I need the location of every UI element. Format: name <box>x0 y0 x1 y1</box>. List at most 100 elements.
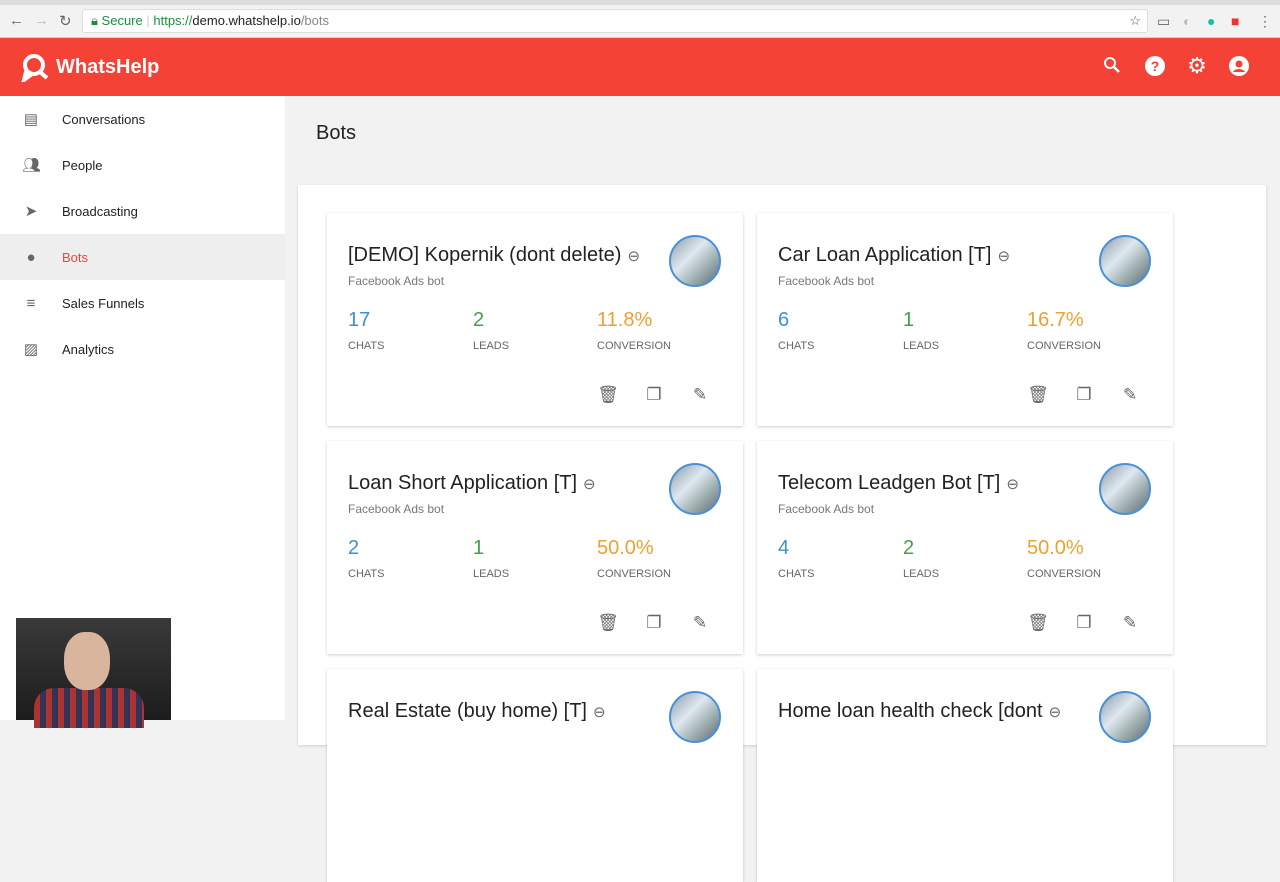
logo[interactable]: WhatsHelp <box>20 52 159 82</box>
link-icon[interactable]: ⊖ <box>627 248 641 265</box>
bot-card[interactable]: Telecom Leadgen Bot [T] ⊖ Facebook Ads bo… <box>757 441 1173 654</box>
stat-chats: 17 CHATS <box>348 309 384 352</box>
bot-card[interactable]: [DEMO] Kopernik (dont delete) ⊖ Facebook … <box>327 213 743 426</box>
people-icon: 👥︎ <box>22 157 42 174</box>
sidebar-item-label: Broadcasting <box>62 203 138 219</box>
chats-value: 17 <box>348 309 371 331</box>
edit-icon[interactable]: ✎ <box>1122 613 1138 632</box>
sidebar-item-people[interactable]: 👥︎ People <box>0 142 285 188</box>
bot-name[interactable]: Telecom Leadgen Bot [T] ⊖ <box>778 472 1019 495</box>
bot-card[interactable]: Real Estate (buy home) [T] ⊖ <box>327 669 743 882</box>
bot-avatar <box>1099 463 1151 515</box>
send-icon: ➤ <box>24 203 38 220</box>
bot-name-text: Telecom Leadgen Bot [T] <box>778 472 1001 494</box>
stat-leads: 1 LEADS <box>903 309 939 352</box>
bot-name[interactable]: [DEMO] Kopernik (dont delete) ⊖ <box>348 244 640 267</box>
link-icon[interactable]: ⊖ <box>1006 476 1019 493</box>
bot-name-text: Real Estate (buy home) [T] <box>348 700 587 722</box>
chart-icon: ▨ <box>23 341 39 358</box>
grammarly-icon[interactable]: ● <box>1207 13 1216 29</box>
whatshelp-logo-icon <box>21 54 49 82</box>
delete-icon[interactable]: 🗑︎ <box>597 613 619 632</box>
edit-icon[interactable]: ✎ <box>692 613 708 632</box>
bot-name-text: Loan Short Application [T] <box>348 472 578 494</box>
copy-icon[interactable]: ❐ <box>1076 613 1092 632</box>
back-icon[interactable]: ← <box>9 12 24 29</box>
secure-label: Secure <box>101 13 143 28</box>
extension-red-icon[interactable]: ■ <box>1231 13 1240 29</box>
cast-icon[interactable]: ▭ <box>1157 13 1171 29</box>
sidebar-item-broadcasting[interactable]: ➤ Broadcasting <box>0 188 285 234</box>
delete-icon[interactable]: 🗑︎ <box>1027 385 1049 404</box>
bookmark-star-icon[interactable]: ☆ <box>1129 13 1141 28</box>
sidebar-item-sales-funnels[interactable]: ≡ Sales Funnels <box>0 280 285 326</box>
leads-label: LEADS <box>903 340 940 352</box>
stat-chats: 6 CHATS <box>778 309 814 352</box>
bot-name[interactable]: Real Estate (buy home) [T] ⊖ <box>348 700 606 723</box>
chats-label: CHATS <box>778 340 815 352</box>
bot-avatar <box>669 463 721 515</box>
copy-icon[interactable]: ❐ <box>1076 385 1092 404</box>
bot-type: Facebook Ads bot <box>348 502 445 516</box>
edit-icon[interactable]: ✎ <box>1122 385 1138 404</box>
stat-chats: 4 CHATS <box>778 537 814 580</box>
link-icon[interactable]: ⊖ <box>583 476 596 493</box>
url-path: /bots <box>300 13 329 28</box>
stat-chats: 2 CHATS <box>348 537 384 580</box>
logo-text: WhatsHelp <box>56 55 160 78</box>
bot-avatar <box>669 235 721 287</box>
menu-icon[interactable]: ⋮ <box>1258 13 1272 29</box>
link-icon[interactable]: ⊖ <box>1048 704 1062 721</box>
leads-value: 2 <box>473 309 485 331</box>
link-icon[interactable]: ⊖ <box>592 704 606 721</box>
help-icon[interactable]: ? <box>1144 56 1166 82</box>
sidebar-item-analytics[interactable]: ▨ Analytics <box>0 326 285 372</box>
stat-conversion: 50.0% CONVERSION <box>597 537 671 580</box>
bot-name[interactable]: Home loan health check [dont ⊖ <box>778 700 1061 723</box>
forward-icon[interactable]: → <box>34 12 49 29</box>
gear-icon[interactable]: ⚙ <box>1187 53 1207 78</box>
sidebar-item-conversations[interactable]: ▤ Conversations <box>0 96 285 142</box>
browser-tabs <box>0 0 1280 5</box>
copy-icon[interactable]: ❐ <box>646 385 662 404</box>
lock-icon: 🔒︎ <box>91 13 98 28</box>
bot-name[interactable]: Loan Short Application [T] ⊖ <box>348 472 596 495</box>
sidebar-item-bots[interactable]: ● Bots <box>0 234 285 280</box>
svg-text:?: ? <box>1151 58 1160 74</box>
bot-card[interactable]: Car Loan Application [T] ⊖ Facebook Ads b… <box>757 213 1173 426</box>
page-title: Bots <box>316 122 357 144</box>
stat-leads: 1 LEADS <box>473 537 509 580</box>
conversion-value: 50.0% <box>1027 537 1084 559</box>
link-icon[interactable]: ⊖ <box>997 248 1011 265</box>
webcam-overlay <box>16 618 171 728</box>
address-bar[interactable]: 🔒︎ Secure | https://demo.whatshelp.io/bo… <box>82 9 1148 33</box>
sidebar-item-label: Conversations <box>62 111 146 127</box>
delete-icon[interactable]: 🗑︎ <box>1027 613 1049 632</box>
sidebar-item-label: Sales Funnels <box>62 295 145 311</box>
leads-value: 1 <box>903 309 915 331</box>
stat-conversion: 11.8% CONVERSION <box>597 309 671 352</box>
bot-avatar <box>669 691 721 743</box>
reload-icon[interactable]: ↻ <box>59 13 72 30</box>
conversion-label: CONVERSION <box>597 568 671 580</box>
stat-conversion: 50.0% CONVERSION <box>1027 537 1101 580</box>
search-icon[interactable] <box>1101 56 1123 80</box>
bot-card[interactable]: Loan Short Application [T] ⊖ Facebook Ads… <box>327 441 743 654</box>
leads-label: LEADS <box>903 568 940 580</box>
sidebar-item-label: People <box>62 157 103 173</box>
edit-icon[interactable]: ✎ <box>692 385 708 404</box>
bot-type: Facebook Ads bot <box>778 502 875 516</box>
chats-label: CHATS <box>348 340 385 352</box>
leads-value: 1 <box>473 537 485 559</box>
chats-value: 4 <box>778 537 790 559</box>
bot-card[interactable]: Home loan health check [dont ⊖ <box>757 669 1173 882</box>
chats-value: 2 <box>348 537 360 559</box>
bot-type: Facebook Ads bot <box>348 274 445 288</box>
bot-name-text: Home loan health check [dont <box>778 700 1043 722</box>
bot-name[interactable]: Car Loan Application [T] ⊖ <box>778 244 1010 267</box>
delete-icon[interactable]: 🗑︎ <box>597 385 619 404</box>
extension-icon[interactable]: ◐ <box>1183 13 1192 29</box>
account-icon[interactable] <box>1228 56 1250 82</box>
copy-icon[interactable]: ❐ <box>646 613 662 632</box>
chat-icon: ▤ <box>23 111 39 128</box>
